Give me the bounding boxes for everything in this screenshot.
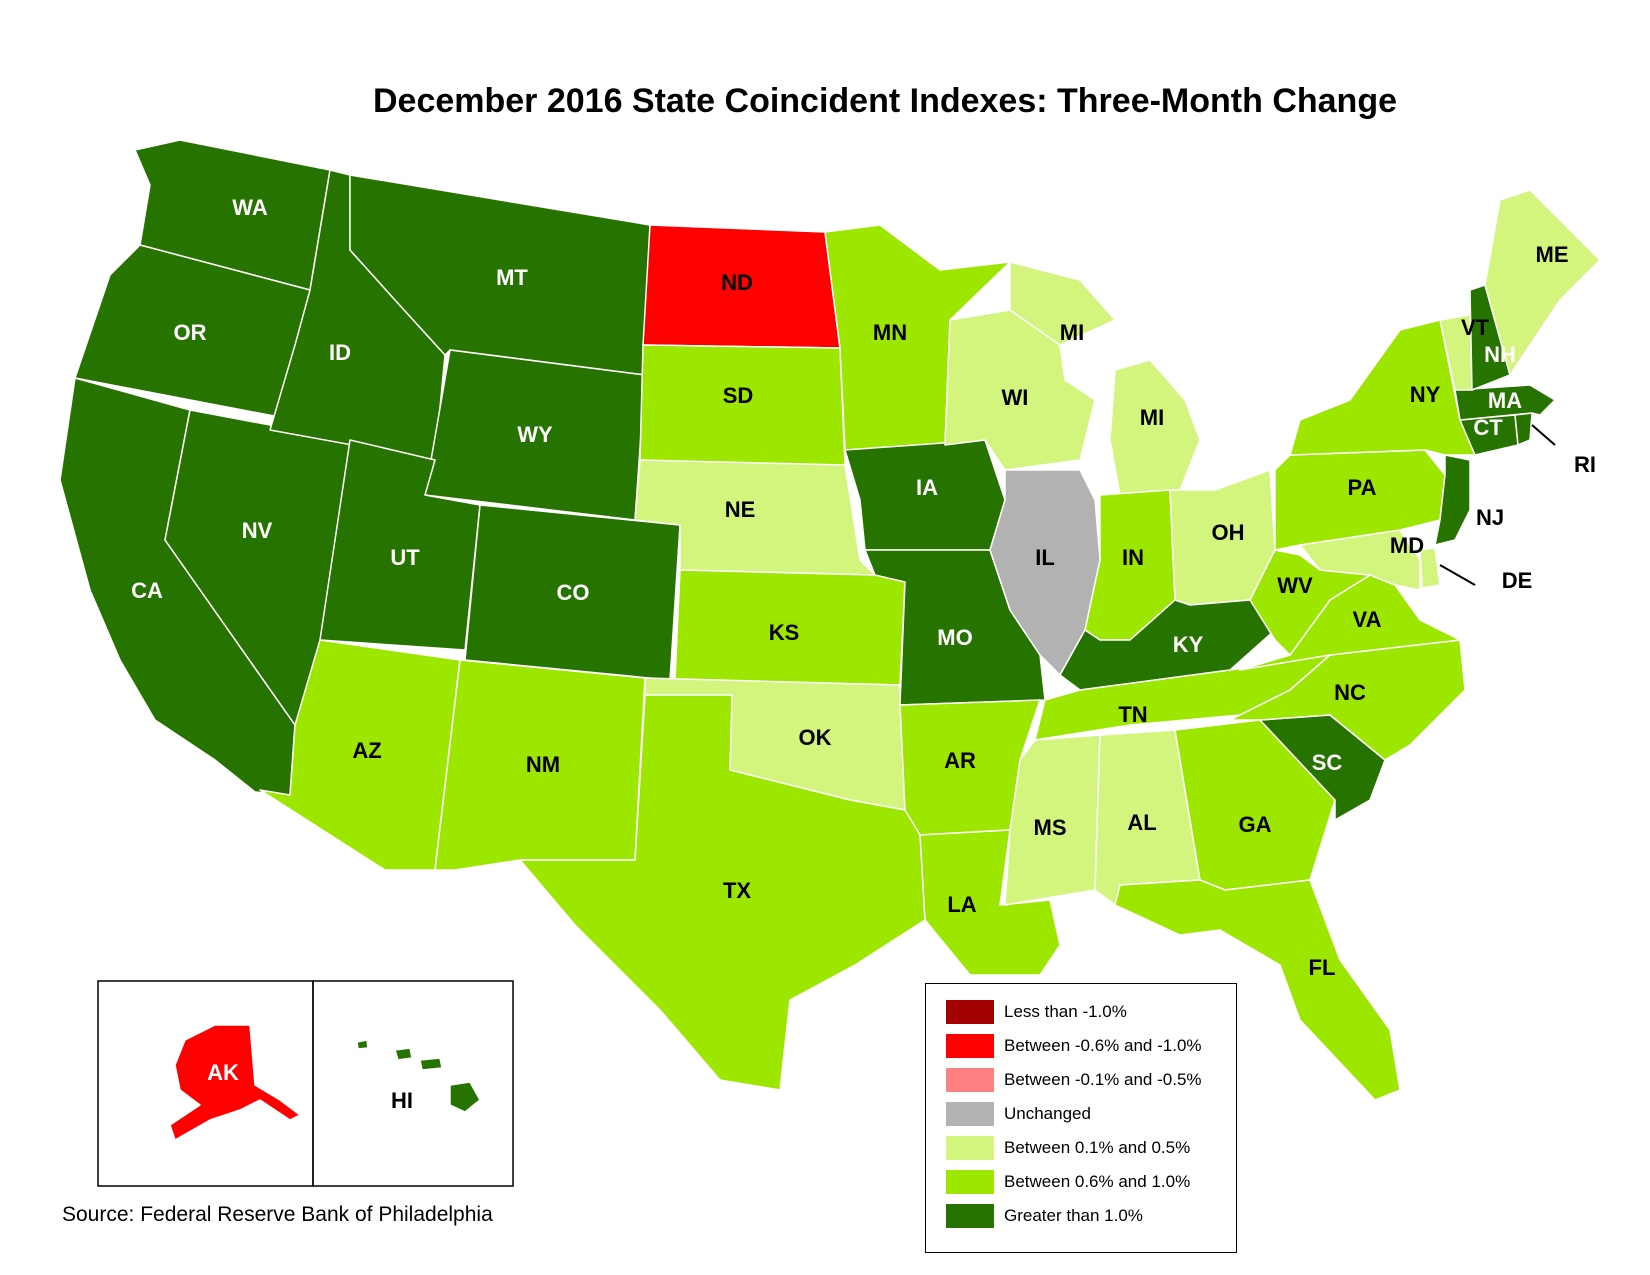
state-hi: [356, 1039, 369, 1050]
label-nd: ND: [721, 270, 753, 295]
legend-label: Between -0.1% and -0.5%: [1004, 1070, 1202, 1089]
label-mt: MT: [496, 265, 528, 290]
legend-swatch: [946, 1170, 994, 1194]
label-in: IN: [1122, 545, 1144, 570]
legend-swatch: [946, 1034, 994, 1058]
label-me: ME: [1536, 242, 1569, 267]
label-hi: HI: [391, 1088, 413, 1113]
label-ct: CT: [1473, 415, 1503, 440]
label-de: DE: [1502, 568, 1533, 593]
legend-item: Less than -1.0%: [946, 999, 1127, 1025]
legend-label: Unchanged: [1004, 1104, 1091, 1123]
label-fl: FL: [1309, 955, 1336, 980]
hawaii-inset-frame: [312, 980, 514, 1187]
label-co: CO: [557, 580, 590, 605]
label-ar: AR: [944, 748, 976, 773]
legend-label: Less than -1.0%: [1004, 1002, 1127, 1021]
insets-layer: [169, 1024, 481, 1141]
legend-label: Between 0.1% and 0.5%: [1004, 1138, 1191, 1157]
label-sd: SD: [723, 383, 754, 408]
de-leader-line: [1439, 564, 1476, 586]
label-nh: NH: [1484, 342, 1516, 367]
source-note: Source: Federal Reserve Bank of Philadel…: [62, 1203, 493, 1226]
state-ma: [1454, 384, 1556, 421]
state-nj: [1434, 454, 1471, 546]
label-az: AZ: [352, 738, 381, 763]
label-wv: WV: [1277, 573, 1313, 598]
legend-item: Between 0.1% and 0.5%: [946, 1135, 1190, 1161]
label-mi-upper: MI: [1060, 320, 1084, 345]
state-hi: [449, 1081, 481, 1113]
legend-label: Between 0.6% and 1.0%: [1004, 1172, 1191, 1191]
legend-label: Greater than 1.0%: [1004, 1206, 1143, 1225]
state-fl: [1114, 879, 1401, 1101]
label-ok: OK: [799, 725, 832, 750]
label-il: IL: [1035, 545, 1055, 570]
label-nv: NV: [242, 518, 273, 543]
ri-leader-line: [1531, 424, 1556, 446]
label-wa: WA: [232, 195, 268, 220]
legend-label: Between -0.6% and -1.0%: [1004, 1036, 1202, 1055]
label-id: ID: [329, 340, 351, 365]
legend-item: Between -0.1% and -0.5%: [946, 1067, 1202, 1093]
label-nm: NM: [526, 752, 560, 777]
legend-item: Greater than 1.0%: [946, 1203, 1143, 1229]
label-ca: CA: [131, 578, 163, 603]
label-al: AL: [1127, 810, 1156, 835]
legend-item: Between -0.6% and -1.0%: [946, 1033, 1202, 1059]
labels-layer: WA OR CA NV ID MT WY UT CO AZ NM ND SD N…: [131, 195, 1596, 1113]
label-md: MD: [1390, 533, 1424, 558]
state-me: [1484, 189, 1601, 376]
state-hi: [419, 1057, 443, 1071]
label-ak: AK: [207, 1060, 239, 1085]
label-ma: MA: [1488, 388, 1522, 413]
label-ks: KS: [769, 620, 800, 645]
label-mo: MO: [937, 625, 972, 650]
label-ne: NE: [725, 497, 756, 522]
label-va: VA: [1353, 607, 1382, 632]
map-title: December 2016 State Coincident Indexes: …: [372, 82, 1398, 120]
legend-item: Unchanged: [946, 1101, 1091, 1127]
label-wi: WI: [1002, 385, 1029, 410]
legend-item: Between 0.6% and 1.0%: [946, 1169, 1190, 1195]
state-ri: [1514, 412, 1533, 446]
label-mi-lower: MI: [1140, 405, 1164, 430]
state-la: [919, 829, 1061, 976]
state-ak: [169, 1024, 301, 1141]
state-mi: [1109, 359, 1201, 496]
legend-swatch: [946, 1136, 994, 1160]
state-mi: [1009, 261, 1116, 346]
states-layer: [59, 139, 1601, 1101]
label-oh: OH: [1212, 520, 1245, 545]
legend-swatch: [946, 1000, 994, 1024]
label-la: LA: [947, 892, 976, 917]
label-ny: NY: [1410, 382, 1441, 407]
state-tx: [519, 694, 926, 1091]
legend: Less than -1.0% Between -0.6% and -1.0% …: [925, 983, 1237, 1253]
label-nj: NJ: [1476, 505, 1504, 530]
label-wy: WY: [517, 422, 553, 447]
label-nc: NC: [1334, 680, 1366, 705]
label-sc: SC: [1312, 750, 1343, 775]
label-or: OR: [174, 320, 207, 345]
label-tn: TN: [1118, 702, 1147, 727]
legend-swatch: [946, 1068, 994, 1092]
state-nc: [1229, 639, 1466, 761]
label-vt: VT: [1461, 315, 1490, 340]
label-mn: MN: [873, 320, 907, 345]
label-ky: KY: [1173, 632, 1204, 657]
legend-swatch: [946, 1102, 994, 1126]
label-pa: PA: [1348, 475, 1377, 500]
label-ia: IA: [916, 475, 938, 500]
label-ga: GA: [1239, 812, 1272, 837]
label-ms: MS: [1034, 815, 1067, 840]
label-ut: UT: [390, 545, 420, 570]
label-tx: TX: [723, 878, 751, 903]
legend-swatch: [946, 1204, 994, 1228]
state-md: [1299, 529, 1421, 591]
label-ri: RI: [1574, 452, 1596, 477]
state-de: [1419, 547, 1441, 589]
state-hi: [394, 1047, 413, 1061]
